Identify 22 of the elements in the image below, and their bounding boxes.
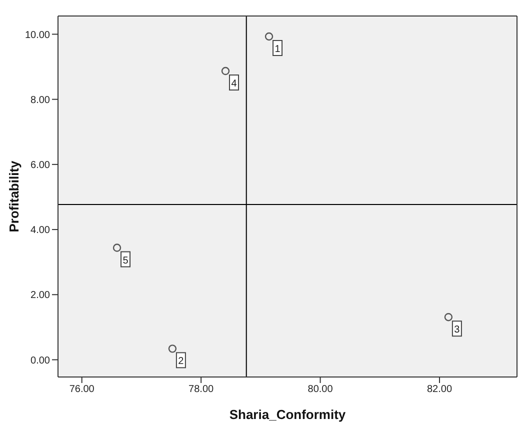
- y-tick-label: 4.00: [30, 225, 50, 236]
- annotation: 5: [122, 255, 129, 266]
- y-tick-label: 8.00: [30, 94, 50, 106]
- annotation: 3: [454, 324, 460, 336]
- y-axis-title: Profitability: [6, 160, 22, 232]
- point: [168, 344, 177, 353]
- x-tick-label: 80.00: [308, 384, 334, 396]
- x-axis-title: Sharia_Conformity: [229, 407, 346, 422]
- y-tick-label: 2.00: [30, 290, 50, 302]
- y-tick-label: 10.00: [24, 30, 50, 41]
- point: [264, 32, 274, 41]
- x-tick-label: 82.00: [426, 384, 452, 396]
- point: [221, 66, 230, 76]
- point: [444, 313, 453, 322]
- annotation: 4: [231, 78, 238, 90]
- annotation: 2: [178, 356, 184, 368]
- y-tick-label: 0.00: [30, 355, 50, 366]
- x-tick-label: 76.00: [69, 384, 95, 396]
- x-tick-label: 78.00: [188, 384, 214, 396]
- point: [112, 244, 122, 252]
- annotation: 1: [274, 44, 281, 56]
- y-tick-label: 6.00: [30, 160, 50, 171]
